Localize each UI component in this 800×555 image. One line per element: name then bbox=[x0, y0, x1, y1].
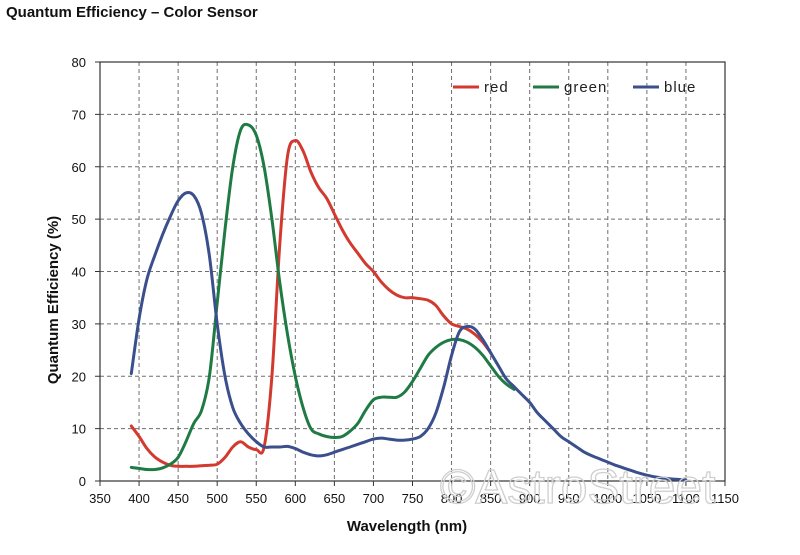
series-lines bbox=[129, 122, 688, 482]
y-tick-label: 0 bbox=[79, 474, 86, 489]
x-tick-label: 650 bbox=[324, 491, 346, 506]
series-line-green bbox=[129, 122, 516, 472]
x-tick-label: 350 bbox=[89, 491, 111, 506]
series-line-red bbox=[129, 139, 493, 468]
grid bbox=[100, 62, 725, 481]
x-tick-label: 850 bbox=[480, 491, 502, 506]
x-tick-label: 700 bbox=[363, 491, 385, 506]
y-tick-label: 80 bbox=[72, 55, 86, 70]
x-tick-label: 1150 bbox=[711, 491, 739, 506]
chart-title: Quantum Efficiency – Color Sensor bbox=[6, 4, 258, 21]
x-tick-label: 950 bbox=[558, 491, 580, 506]
legend: red green blue bbox=[453, 79, 696, 96]
y-tick-label: 50 bbox=[72, 212, 86, 227]
x-tick-label: 1050 bbox=[632, 491, 661, 506]
x-tick-label: 750 bbox=[402, 491, 424, 506]
y-tick-label: 20 bbox=[72, 369, 86, 384]
x-axis-title: Wavelength (nm) bbox=[347, 518, 467, 535]
legend-label-green: green bbox=[564, 79, 607, 96]
x-tick-label: 1100 bbox=[672, 491, 700, 506]
x-tick-label: 1000 bbox=[593, 491, 622, 506]
x-tick-label: 800 bbox=[441, 491, 463, 506]
x-tick-label: 450 bbox=[167, 491, 189, 506]
x-tick-label: 600 bbox=[284, 491, 306, 506]
legend-label-red: red bbox=[484, 79, 509, 96]
series-line-blue bbox=[129, 190, 688, 482]
x-tick-label: 500 bbox=[206, 491, 228, 506]
y-tick-label: 10 bbox=[72, 422, 86, 437]
legend-label-blue: blue bbox=[664, 79, 696, 96]
x-tick-label: 900 bbox=[519, 491, 541, 506]
x-tick-label: 550 bbox=[245, 491, 267, 506]
y-tick-label: 40 bbox=[72, 265, 86, 280]
axes: 350 400 450 500 550 600 650 700 750 800 850 900 950 1… bbox=[72, 55, 739, 506]
y-axis-title: Quantum Efficiency (%) bbox=[45, 216, 62, 384]
watermark: ©AstroStreet bbox=[440, 461, 715, 514]
x-tick-label: 400 bbox=[128, 491, 150, 506]
y-tick-label: 60 bbox=[72, 160, 86, 175]
y-tick-label: 30 bbox=[72, 317, 86, 332]
y-tick-label: 70 bbox=[72, 107, 86, 122]
